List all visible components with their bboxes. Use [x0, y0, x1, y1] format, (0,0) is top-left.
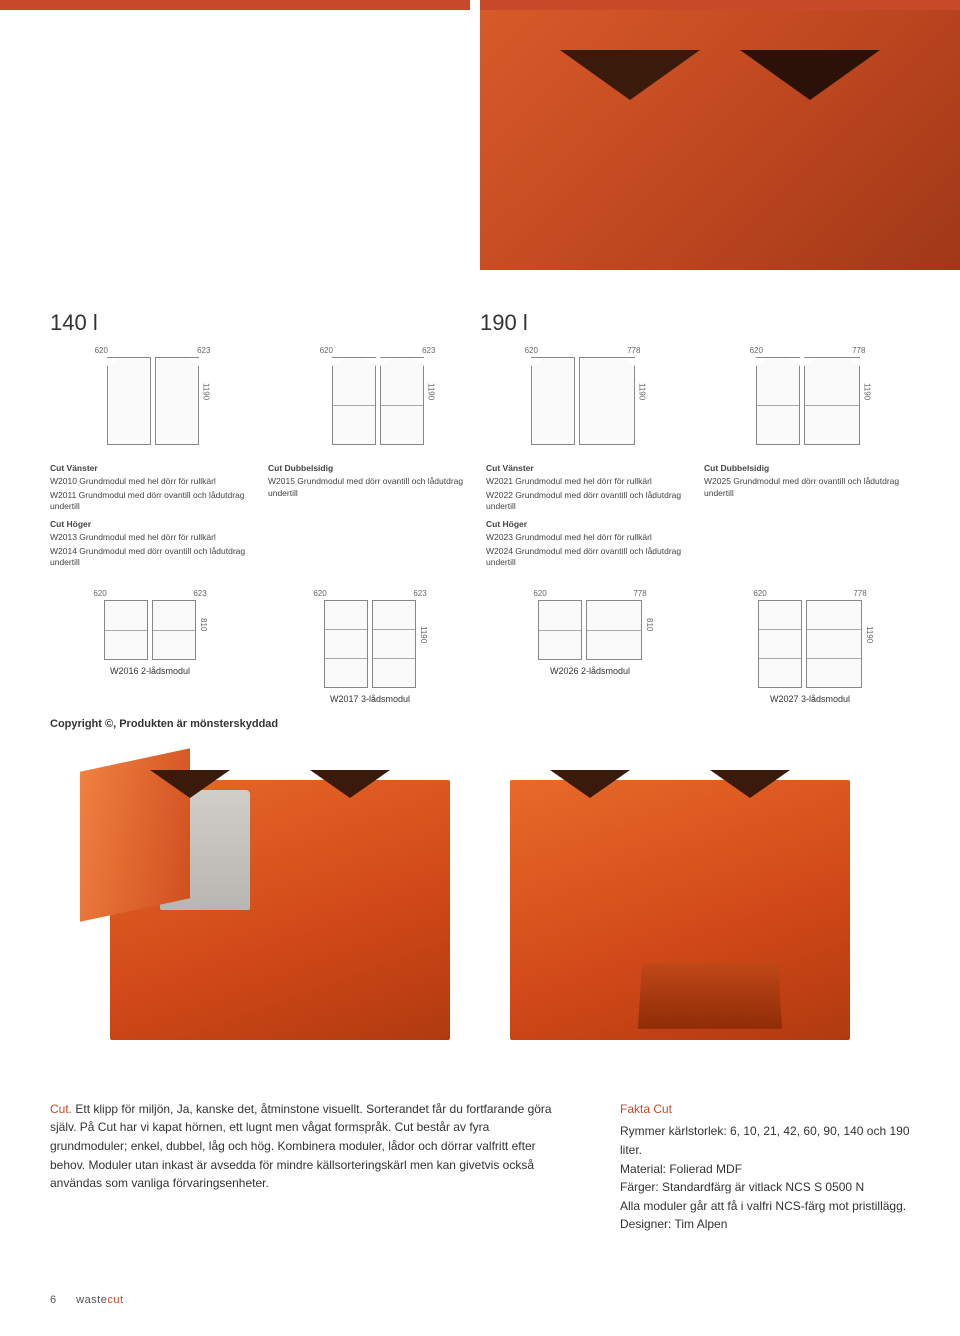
volume-label-140: 140 l: [50, 310, 480, 336]
spec-190-left: Cut Vänster W2021 Grundmodul med hel dör…: [486, 457, 692, 571]
product-photo-row: [50, 750, 910, 1040]
spec-190-right: Cut Dubbelsidig W2025 Grundmodul med dör…: [704, 457, 910, 571]
diagram-140-a: 620623 1190: [50, 346, 255, 445]
spec-text-row: Cut Vänster W2010 Grundmodul med hel dör…: [50, 457, 910, 571]
volume-label-190: 190 l: [480, 310, 910, 336]
diagram-w2016: 620623 810 W2016 2-lådsmodul: [50, 589, 250, 704]
page-number: 6: [50, 1294, 56, 1306]
diagram-190-a: 620778 1190: [480, 346, 685, 445]
diagram-w2027: 620778 1190 W2027 3-lådsmodul: [710, 589, 910, 704]
diagram-w2017: 620623 1190 W2017 3-lådsmodul: [270, 589, 470, 704]
diagram-w2026: 620778 810 W2026 2-lådsmodul: [490, 589, 690, 704]
copyright-line: Copyright ©, Produkten är mönsterskyddad: [50, 718, 910, 730]
module-label: W2026 2-lådsmodul: [550, 666, 630, 676]
page-title: Cut: [50, 5, 168, 87]
product-photo-open-door: [110, 750, 450, 1040]
module-label: W2027 3-lådsmodul: [770, 694, 850, 704]
module-label: W2017 3-lådsmodul: [330, 694, 410, 704]
spec-140-right: Cut Dubbelsidig W2015 Grundmodul med dör…: [268, 457, 474, 571]
module-label: W2016 2-lådsmodul: [110, 666, 190, 676]
volume-section: 140 l 620623 1190 620623: [50, 310, 910, 457]
facts-heading: Fakta Cut: [620, 1100, 910, 1119]
product-photo-drawer: [510, 750, 850, 1040]
brand-mark: wastecut: [76, 1294, 123, 1306]
body-text-right: Fakta Cut Rymmer kärlstorlek: 6, 10, 21,…: [620, 1100, 910, 1234]
lower-diagrams-row: 620623 810 W2016 2-lådsmodul 620623 1190…: [50, 589, 910, 704]
body-text-left: Cut. Ett klipp för miljön, Ja, kanske de…: [50, 1100, 570, 1234]
spec-140-left: Cut Vänster W2010 Grundmodul med hel dör…: [50, 457, 256, 571]
diagram-140-b: 620623 1190: [275, 346, 480, 445]
body-lead: Cut.: [50, 1102, 72, 1116]
diagram-190-b: 620778 1190: [705, 346, 910, 445]
body-text-row: Cut. Ett klipp för miljön, Ja, kanske de…: [50, 1100, 910, 1234]
page-footer: 6 wastecut: [50, 1294, 910, 1306]
